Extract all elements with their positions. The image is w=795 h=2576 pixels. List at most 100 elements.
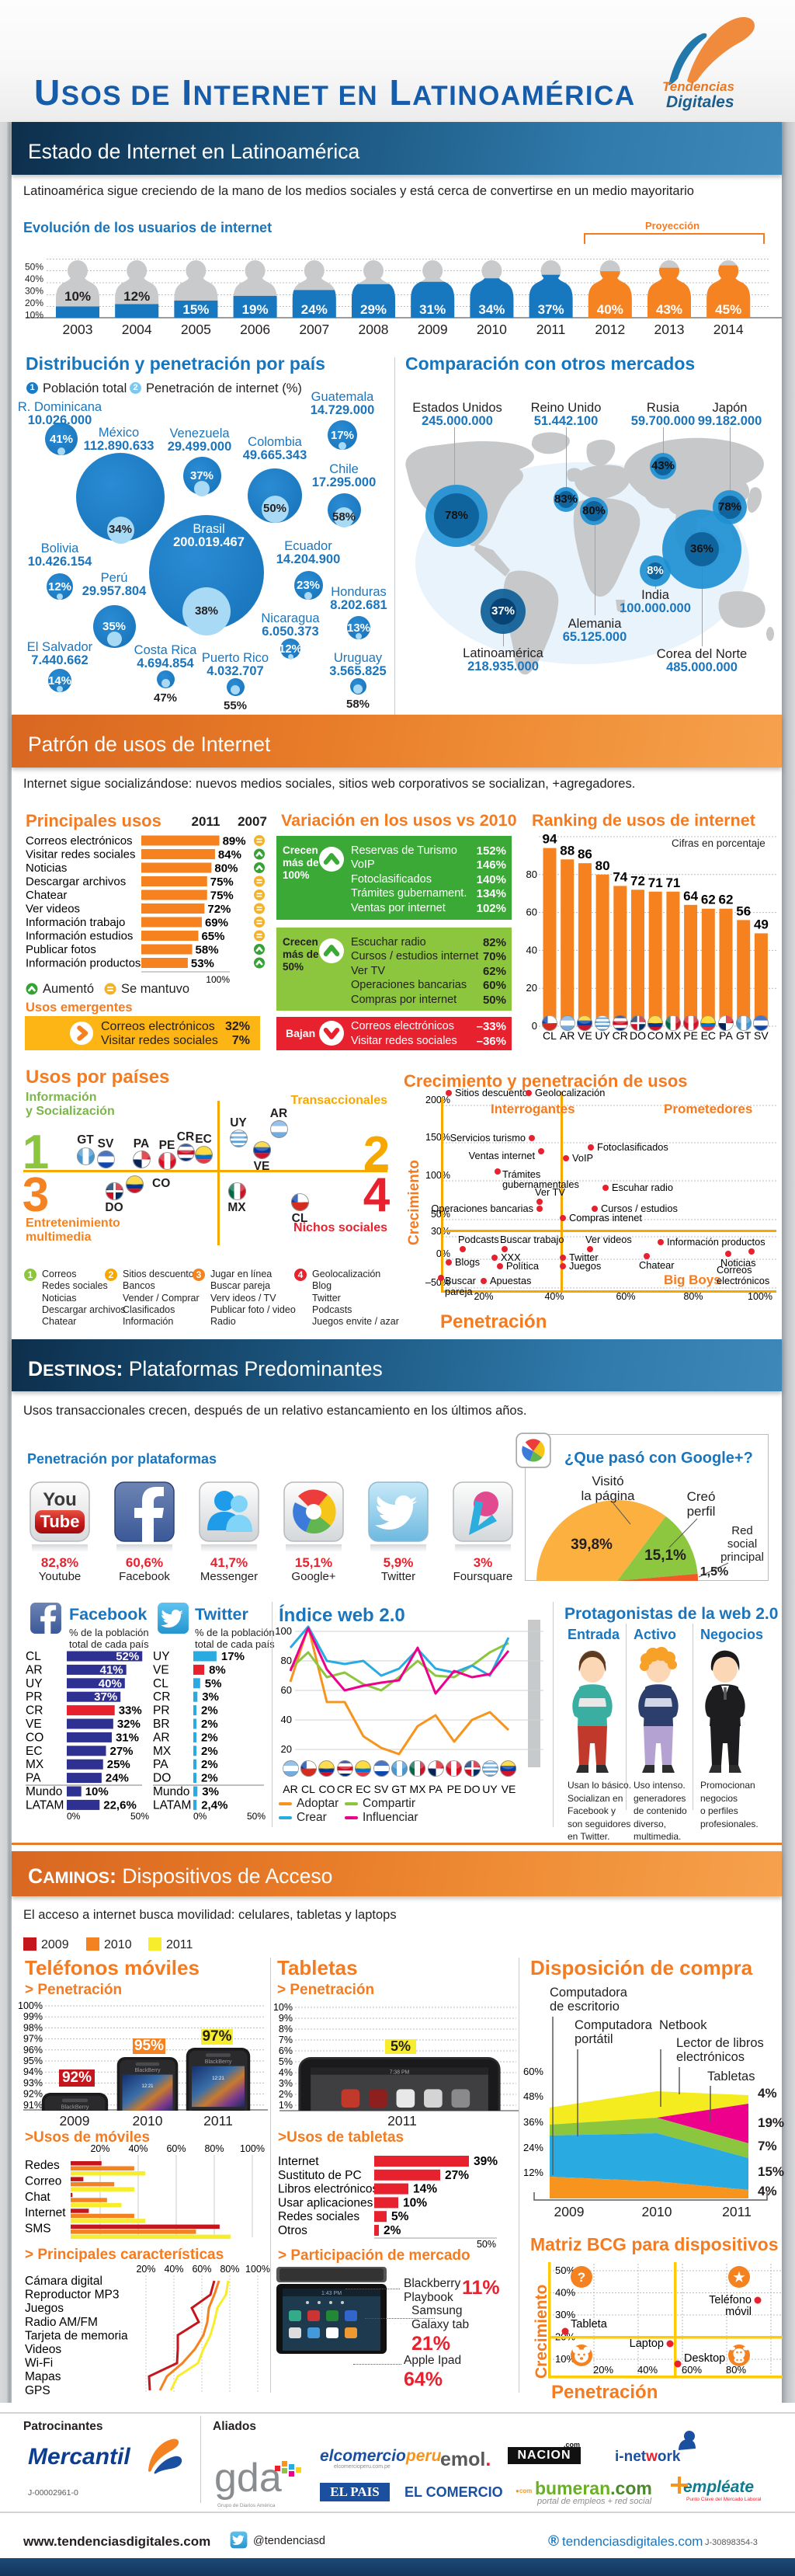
svg-text:32%: 32%	[117, 1718, 141, 1731]
svg-text:AR: AR	[26, 1663, 43, 1676]
svg-text:Reproductor MP3: Reproductor MP3	[25, 2289, 119, 2302]
svg-text:PA: PA	[153, 1758, 168, 1771]
svg-text:Internet: Internet	[278, 2155, 319, 2168]
svg-text:49: 49	[754, 917, 769, 931]
svg-text:Tableta: Tableta	[571, 2318, 608, 2331]
svg-text:37%: 37%	[538, 302, 564, 317]
svg-text:10%: 10%	[85, 1785, 109, 1798]
svg-text:20%: 20%	[136, 2264, 155, 2275]
svg-text:Sitios descuento: Sitios descuento	[455, 1087, 528, 1098]
svg-text:Laptop: Laptop	[630, 2338, 664, 2350]
svg-text:Redes: Redes	[25, 2159, 60, 2172]
svg-text:Internet: Internet	[25, 2206, 66, 2219]
svg-text:3%: 3%	[279, 2078, 293, 2089]
svg-text:GT: GT	[736, 1029, 752, 1042]
svg-text:20%: 20%	[593, 2364, 613, 2376]
svg-text:Mundo: Mundo	[153, 1785, 189, 1798]
svg-text:34%: 34%	[478, 302, 505, 317]
svg-text:94: 94	[543, 832, 557, 847]
svg-text:88: 88	[560, 843, 575, 858]
svg-text:8%: 8%	[209, 1663, 226, 1676]
svg-text:Juegos: Juegos	[25, 2302, 64, 2315]
svg-text:CO: CO	[319, 1783, 335, 1795]
svg-text:9%: 9%	[279, 2013, 293, 2024]
svg-text:Cursos / estudios: Cursos / estudios	[601, 1203, 678, 1214]
svg-text:80%: 80%	[220, 2264, 239, 2275]
svg-text:31%: 31%	[116, 1731, 139, 1744]
svg-text:VoIP: VoIP	[572, 1152, 593, 1164]
svg-text:2014: 2014	[713, 322, 744, 337]
svg-text:80%: 80%	[214, 862, 238, 875]
svg-text:CR: CR	[613, 1029, 628, 1042]
svg-text:Ver videos: Ver videos	[585, 1234, 632, 1245]
svg-text:Información trabajo: Información trabajo	[26, 916, 125, 929]
svg-text:Videos: Videos	[25, 2343, 61, 2356]
svg-text:UY: UY	[26, 1677, 43, 1690]
svg-text:Información productos: Información productos	[26, 957, 141, 970]
svg-text:Información productos: Información productos	[667, 1236, 765, 1248]
svg-text:30%: 30%	[555, 2309, 575, 2320]
svg-text:UY: UY	[153, 1650, 170, 1663]
svg-text:150%: 150%	[425, 1132, 450, 1143]
svg-text:0%: 0%	[193, 1811, 207, 1822]
svg-text:58%: 58%	[196, 944, 219, 957]
svg-text:DO: DO	[153, 1772, 171, 1785]
svg-text:24%: 24%	[106, 1772, 129, 1785]
svg-text:Publicar fotos: Publicar fotos	[26, 943, 96, 956]
svg-text:62: 62	[701, 893, 716, 907]
svg-text:2010: 2010	[477, 322, 507, 337]
svg-text:80%: 80%	[726, 2364, 746, 2376]
svg-text:50%: 50%	[477, 2239, 496, 2250]
svg-text:17%: 17%	[221, 1650, 245, 1663]
svg-text:EC: EC	[26, 1745, 43, 1758]
svg-text:31%: 31%	[419, 302, 446, 317]
svg-text:PA: PA	[719, 1029, 733, 1042]
svg-text:2013: 2013	[654, 322, 685, 337]
svg-text:VE: VE	[153, 1663, 169, 1676]
svg-text:5%: 5%	[391, 2210, 409, 2223]
svg-text:60: 60	[281, 1684, 292, 1696]
svg-text:EC: EC	[701, 1029, 716, 1042]
svg-text:Sustituto de PC: Sustituto de PC	[278, 2169, 362, 2182]
svg-text:30%: 30%	[25, 286, 43, 297]
svg-text:41%: 41%	[100, 1663, 123, 1676]
svg-text:12%: 12%	[523, 2167, 543, 2178]
svg-text:74: 74	[613, 869, 627, 884]
svg-text:–50%: –50%	[425, 1277, 450, 1288]
svg-text:2012: 2012	[595, 322, 625, 337]
svg-text:6%: 6%	[279, 2045, 293, 2056]
svg-text:Tube: Tube	[40, 1512, 80, 1531]
svg-text:gubernamentales: gubernamentales	[502, 1178, 579, 1190]
svg-text:80: 80	[595, 858, 610, 873]
svg-text:Fotoclasificados: Fotoclasificados	[597, 1141, 668, 1153]
svg-text:Teléfono: Teléfono	[709, 2294, 752, 2306]
svg-text:MX: MX	[26, 1758, 44, 1771]
svg-text:GT: GT	[391, 1783, 407, 1795]
svg-text:75%: 75%	[210, 875, 234, 889]
svg-text:2006: 2006	[240, 322, 270, 337]
svg-text:95%: 95%	[23, 2056, 43, 2066]
svg-text:Tarjeta de memoria: Tarjeta de memoria	[25, 2329, 128, 2342]
svg-text:22,6%: 22,6%	[103, 1798, 137, 1812]
svg-text:Operaciones bancarias: Operaciones bancarias	[431, 1203, 533, 1214]
svg-text:2%: 2%	[201, 1745, 218, 1758]
svg-text:5%: 5%	[205, 1677, 222, 1690]
svg-text:You: You	[43, 1489, 77, 1510]
svg-text:BR: BR	[153, 1718, 170, 1731]
svg-text:Geolocalización: Geolocalización	[535, 1087, 605, 1098]
svg-text:electrónicos: electrónicos	[717, 1275, 769, 1286]
svg-text:62: 62	[719, 893, 734, 907]
svg-text:92%: 92%	[23, 2089, 43, 2100]
svg-text:MX: MX	[153, 1745, 172, 1758]
svg-text:LATAM: LATAM	[26, 1798, 64, 1812]
svg-text:Trámites: Trámites	[502, 1168, 540, 1180]
svg-text:71: 71	[648, 875, 663, 890]
svg-text:94%: 94%	[23, 2066, 43, 2077]
svg-text:65%: 65%	[201, 930, 224, 943]
svg-text:SV: SV	[374, 1783, 389, 1795]
svg-text:80%: 80%	[683, 1291, 703, 1302]
svg-text:37%: 37%	[94, 1690, 117, 1704]
svg-text:Redes sociales: Redes sociales	[278, 2210, 359, 2223]
svg-text:8%: 8%	[279, 2024, 293, 2035]
svg-text:19%: 19%	[242, 302, 269, 317]
